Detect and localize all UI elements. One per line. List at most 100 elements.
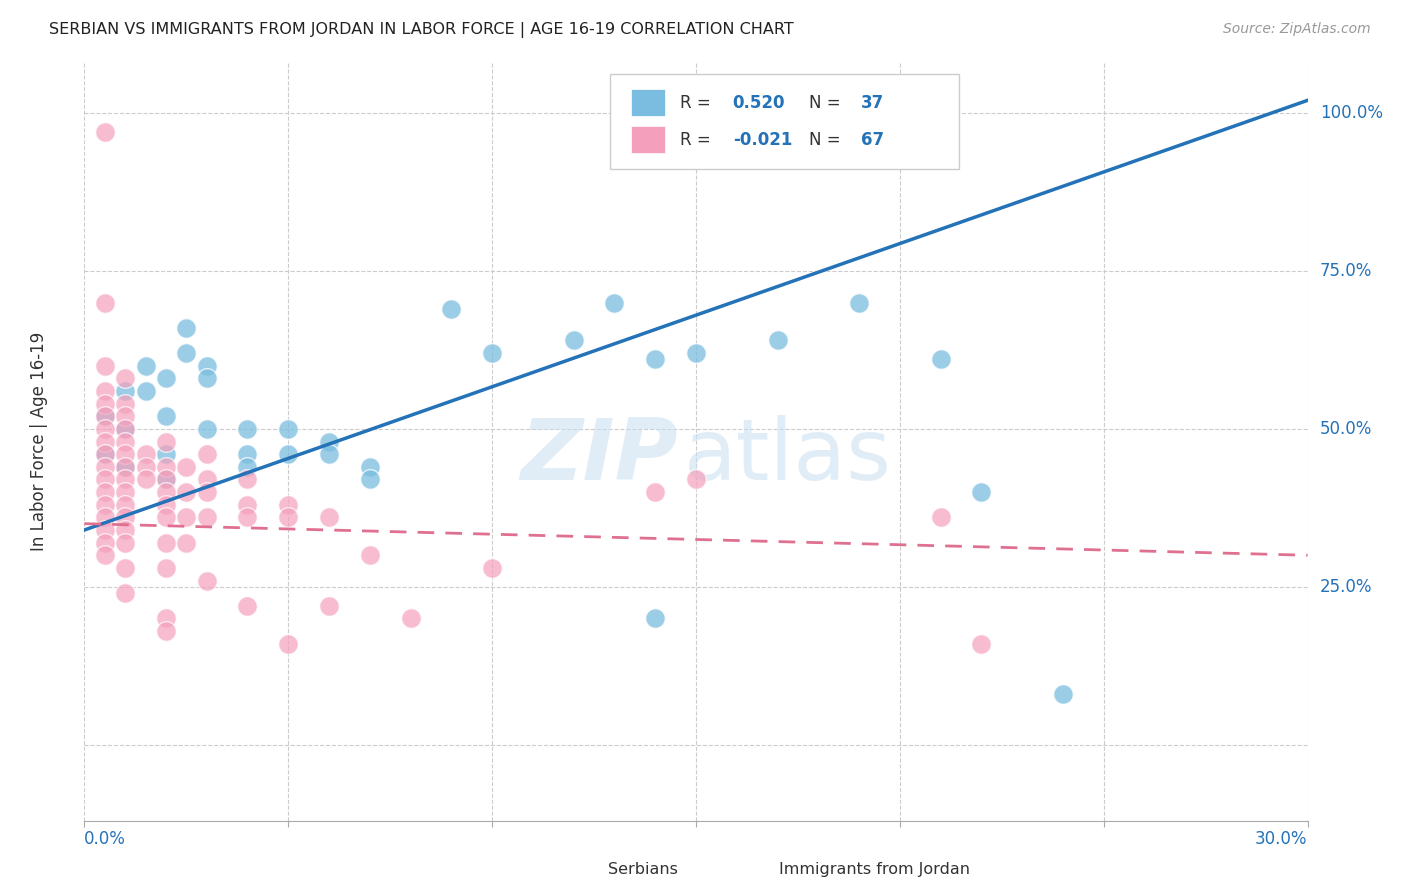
Point (174, 510, 197, 524)
Point (603, 295, 626, 310)
Text: N =: N = (808, 94, 845, 112)
Point (174, 535, 197, 549)
Point (236, 459, 259, 474)
Point (93, 523, 115, 537)
Point (93, 459, 115, 474)
Point (195, 359, 218, 373)
Point (93, 447, 115, 461)
Text: In Labor Force | Age 16-19: In Labor Force | Age 16-19 (30, 332, 48, 551)
Point (155, 535, 177, 549)
Point (685, 346, 707, 360)
Point (135, 459, 157, 474)
FancyBboxPatch shape (610, 74, 959, 169)
Point (155, 561, 177, 575)
Point (685, 473, 707, 487)
Text: SERBIAN VS IMMIGRANTS FROM JORDAN IN LABOR FORCE | AGE 16-19 CORRELATION CHART: SERBIAN VS IMMIGRANTS FROM JORDAN IN LAB… (49, 22, 794, 38)
Point (114, 396, 136, 410)
Text: R =: R = (681, 94, 716, 112)
Point (236, 422, 259, 436)
Point (114, 459, 136, 474)
Point (318, 599, 340, 613)
Point (174, 459, 197, 474)
Text: 25.0%: 25.0% (1320, 578, 1372, 596)
Point (155, 409, 177, 424)
FancyBboxPatch shape (631, 126, 665, 153)
Point (155, 371, 177, 385)
Point (155, 611, 177, 625)
Point (114, 473, 136, 487)
Point (114, 371, 136, 385)
Point (135, 384, 157, 398)
Point (155, 447, 177, 461)
Point (970, 637, 993, 651)
Point (318, 434, 340, 449)
Text: 100.0%: 100.0% (1320, 104, 1384, 122)
Point (399, 611, 422, 625)
FancyBboxPatch shape (745, 860, 772, 881)
Point (93, 359, 115, 373)
Point (114, 485, 136, 500)
Point (174, 320, 197, 334)
Text: Source: ZipAtlas.com: Source: ZipAtlas.com (1223, 22, 1371, 37)
Text: N =: N = (808, 131, 845, 149)
Point (93, 447, 115, 461)
FancyBboxPatch shape (574, 860, 600, 881)
Point (135, 447, 157, 461)
Point (155, 459, 177, 474)
Point (236, 473, 259, 487)
Point (155, 473, 177, 487)
Point (277, 510, 299, 524)
Point (93, 548, 115, 563)
Point (174, 485, 197, 500)
Point (155, 473, 177, 487)
Point (195, 574, 218, 588)
Point (114, 409, 136, 424)
Point (135, 359, 157, 373)
Point (93, 473, 115, 487)
Text: Serbians: Serbians (607, 863, 678, 878)
Point (318, 510, 340, 524)
Point (195, 422, 218, 436)
Point (114, 422, 136, 436)
Point (155, 498, 177, 512)
Point (277, 447, 299, 461)
Point (114, 447, 136, 461)
Point (766, 334, 789, 348)
Point (93, 434, 115, 449)
Text: -0.021: -0.021 (733, 131, 792, 149)
Point (93, 295, 115, 310)
Point (93, 535, 115, 549)
Text: 37: 37 (860, 94, 884, 112)
Point (135, 473, 157, 487)
Point (562, 334, 585, 348)
Text: Immigrants from Jordan: Immigrants from Jordan (779, 863, 970, 878)
Point (114, 422, 136, 436)
Point (195, 510, 218, 524)
Point (929, 510, 952, 524)
Point (970, 485, 993, 500)
Point (236, 510, 259, 524)
Point (1052, 687, 1074, 701)
Point (114, 523, 136, 537)
Point (359, 473, 381, 487)
Point (644, 352, 666, 367)
Point (359, 459, 381, 474)
Text: 75.0%: 75.0% (1320, 262, 1372, 280)
Point (114, 459, 136, 474)
Point (93, 396, 115, 410)
Point (114, 434, 136, 449)
Point (93, 485, 115, 500)
Point (848, 295, 870, 310)
Point (93, 498, 115, 512)
Point (195, 371, 218, 385)
Point (277, 422, 299, 436)
Point (481, 346, 503, 360)
Point (318, 447, 340, 461)
Point (644, 611, 666, 625)
Point (155, 434, 177, 449)
Point (195, 473, 218, 487)
Point (155, 624, 177, 639)
Point (114, 384, 136, 398)
Point (114, 586, 136, 600)
Text: R =: R = (681, 131, 716, 149)
